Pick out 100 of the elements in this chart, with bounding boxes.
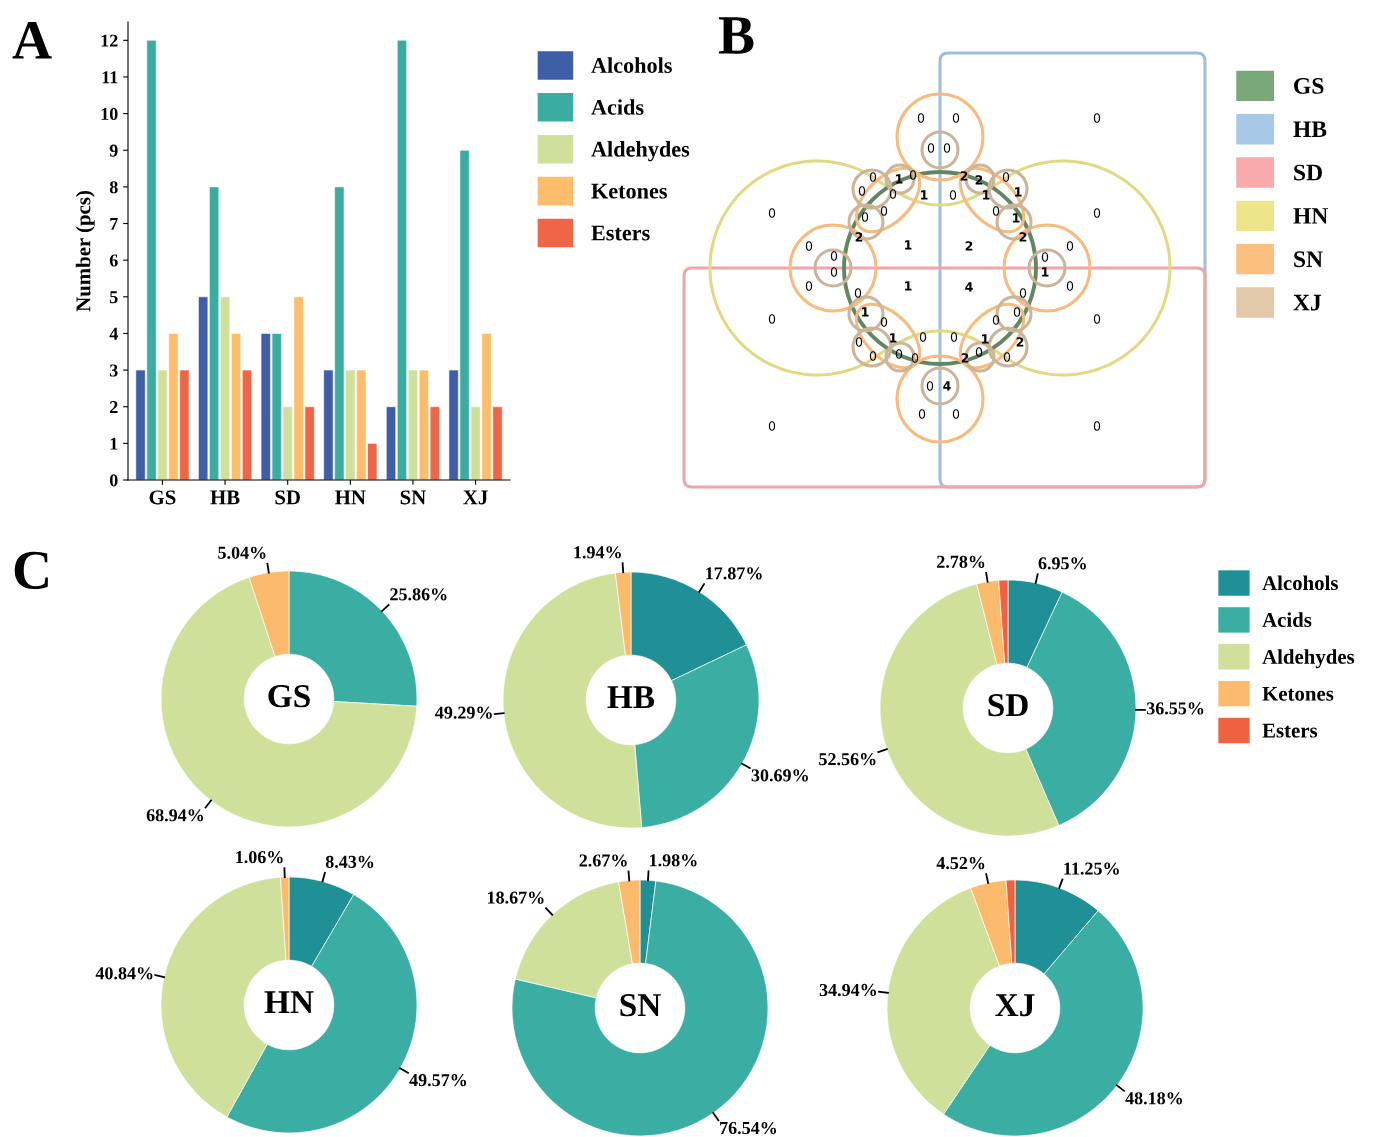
legend-label: Esters xyxy=(591,225,650,241)
data-label: 4.52% xyxy=(936,857,985,870)
x-tick-label: XJ xyxy=(463,490,488,505)
text: 0 xyxy=(950,332,958,342)
data-label: 48.18% xyxy=(1125,1092,1183,1105)
text: XJ xyxy=(995,994,1035,1017)
y-tick-label: 8 xyxy=(109,181,118,194)
y-tick-label: 2 xyxy=(110,401,118,413)
text: 4 xyxy=(943,381,951,391)
y-tick-label: 9 xyxy=(109,144,118,157)
text: 0 xyxy=(992,206,1000,216)
y-tick-label: 1 xyxy=(110,437,118,450)
text: 0 xyxy=(880,317,888,327)
text: 2 xyxy=(1016,337,1024,347)
data-label: 40.84% xyxy=(95,967,153,980)
text: 1 xyxy=(862,307,869,317)
x-tick-label: SD xyxy=(275,490,300,505)
text: 0 xyxy=(869,351,877,361)
category-label: HN xyxy=(1293,208,1329,224)
text: 0 xyxy=(918,409,926,419)
data-label: 18.67% xyxy=(488,891,544,904)
text: 0 xyxy=(909,170,917,180)
text: 1 xyxy=(905,281,912,291)
data-label: 6.95% xyxy=(1038,557,1086,570)
text: 1 xyxy=(1013,213,1020,223)
data-label: 2.78% xyxy=(937,555,985,568)
x-tick-label: HN xyxy=(335,490,366,505)
text: 0 xyxy=(1066,281,1074,291)
text: 1 xyxy=(890,333,897,343)
chart-title: A xyxy=(12,21,52,59)
text: 0 xyxy=(768,314,776,324)
text: 0 xyxy=(1002,172,1010,182)
y-tick-label: 6 xyxy=(109,254,118,267)
text: 1 xyxy=(921,190,928,200)
text: 2 xyxy=(960,171,968,181)
text: 0 xyxy=(880,206,888,216)
category-label: SN xyxy=(1294,251,1323,268)
text: 0 xyxy=(805,281,813,291)
legend-label: Esters xyxy=(1262,723,1318,738)
text: 0 xyxy=(943,143,951,153)
legend-label: Alcohols xyxy=(1262,575,1338,591)
text: SD xyxy=(988,693,1028,717)
text: 2 xyxy=(961,353,969,363)
y-tick-label: 10 xyxy=(101,107,118,121)
text: 1 xyxy=(1015,187,1022,197)
legend-label: Ketones xyxy=(1262,686,1334,701)
text: 0 xyxy=(861,212,869,222)
data-label: 8.43% xyxy=(325,855,374,868)
category-label: GS xyxy=(1294,77,1324,94)
text: 4 xyxy=(965,282,973,292)
legend-label: Ketones xyxy=(591,183,667,199)
text: 0 xyxy=(1093,208,1101,218)
text: 0 xyxy=(805,241,813,251)
x-tick-label: SN xyxy=(400,490,426,505)
text: HN xyxy=(264,991,314,1014)
y-tick-label: 12 xyxy=(101,34,118,47)
data-label: 2.67% xyxy=(579,854,627,867)
y-tick-label: 5 xyxy=(109,291,118,304)
text: 2 xyxy=(965,241,973,251)
text: SN xyxy=(620,993,661,1017)
data-label: 25.86% xyxy=(390,588,447,601)
data-label: 1.98% xyxy=(650,854,697,867)
y-tick-label: 4 xyxy=(109,327,118,340)
text: 0 xyxy=(855,337,863,347)
data-label: 76.54% xyxy=(720,1121,777,1135)
text: 0 xyxy=(830,267,838,277)
data-label: 1.06% xyxy=(236,850,283,864)
text: 0 xyxy=(858,186,866,196)
text: 1 xyxy=(905,240,912,250)
text: 0 xyxy=(952,409,960,419)
data-label: 5.04% xyxy=(218,546,266,559)
text: 1 xyxy=(983,190,990,200)
text: 0 xyxy=(949,190,957,200)
text: 0 xyxy=(1003,352,1011,362)
category-label: HB xyxy=(1293,121,1327,138)
text: 0 xyxy=(889,189,897,199)
text: HB xyxy=(607,686,655,709)
category-label: XJ xyxy=(1293,294,1322,311)
y-tick-label: 7 xyxy=(110,217,118,230)
text: 0 xyxy=(917,113,925,123)
text: 0 xyxy=(919,332,927,342)
data-label: 36.55% xyxy=(1146,702,1204,715)
text: 0 xyxy=(926,381,934,391)
text: 0 xyxy=(830,251,838,261)
y-tick-label: 3 xyxy=(109,364,118,377)
data-label: 49.29% xyxy=(435,706,492,719)
text: 0 xyxy=(1019,288,1027,298)
category-label: SD xyxy=(1294,164,1322,181)
y-axis-title: Number (pcs) xyxy=(75,191,95,312)
text: 0 xyxy=(768,208,776,218)
data-label: 34.94% xyxy=(819,983,877,997)
legend-label: Aldehydes xyxy=(591,141,690,162)
y-tick-label: 0 xyxy=(109,474,118,487)
data-label: 52.56% xyxy=(819,753,876,766)
x-tick-label: GS xyxy=(149,490,176,505)
legend-label: Acids xyxy=(1262,612,1312,627)
text: 0 xyxy=(1093,113,1101,123)
text: 0 xyxy=(927,143,935,153)
text: 0 xyxy=(911,353,919,363)
text: 0 xyxy=(1093,314,1101,324)
